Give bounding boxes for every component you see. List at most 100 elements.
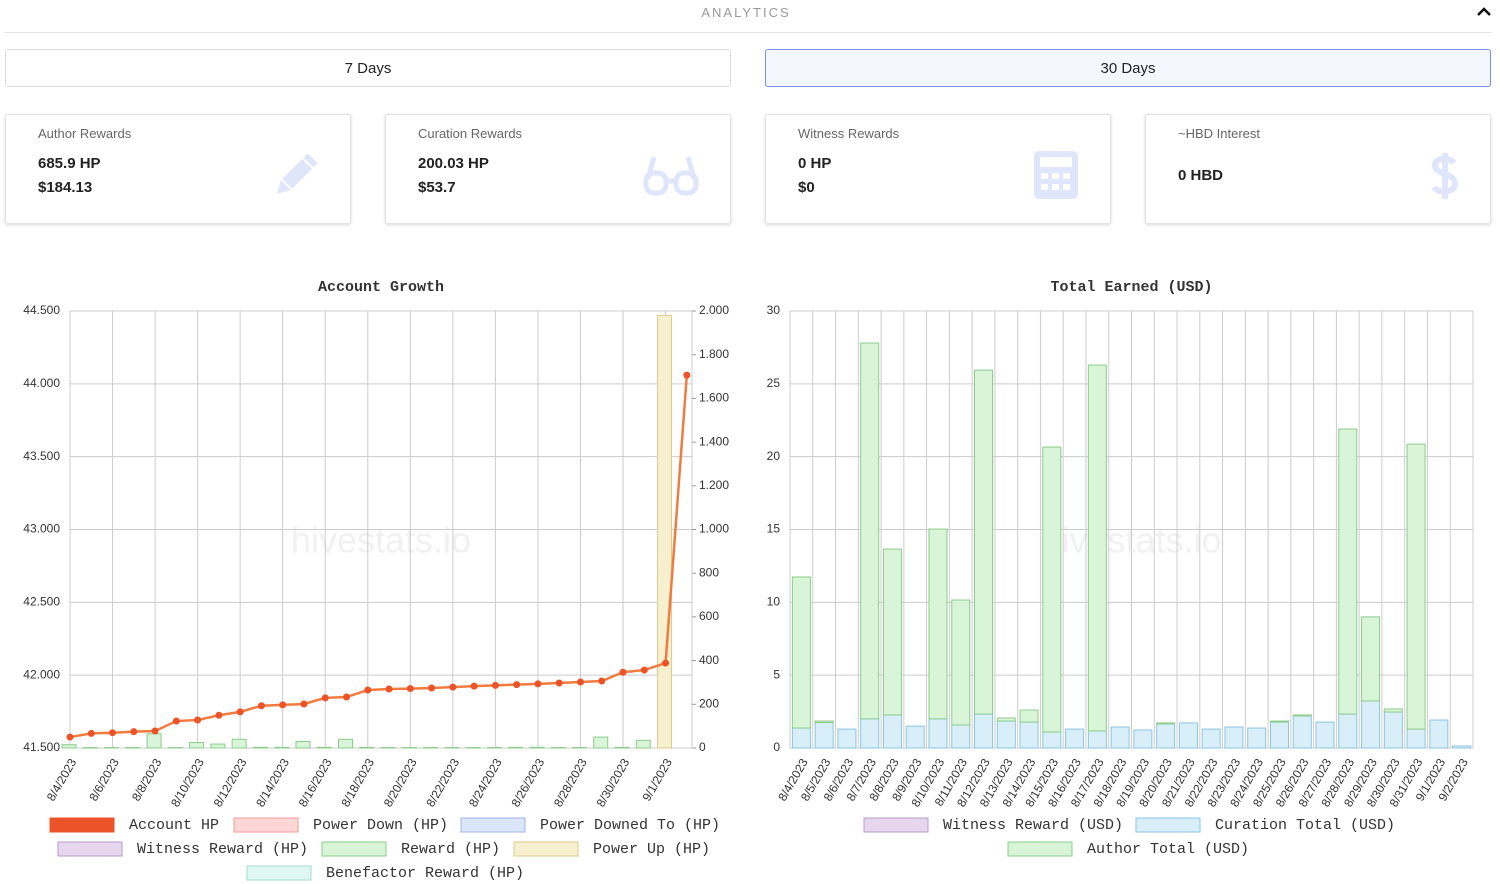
y2-tick-label: 1.200 (699, 478, 729, 492)
watermark: hivestats.io (291, 520, 471, 561)
bar (508, 746, 524, 749)
stat-card: Witness Rewards 0 HP $0 (765, 114, 1111, 224)
range-button[interactable]: 30 Days (765, 49, 1491, 87)
pencil-icon (277, 154, 317, 194)
bar-segment (860, 718, 880, 749)
x-tick-label: 8/16/2023 (296, 756, 335, 810)
legend-label: Account HP (129, 817, 219, 834)
stat-card: ~HBD Interest 0 HBD (1145, 114, 1491, 224)
bar-segment (1361, 700, 1381, 749)
legend-label: Power Downed To (HP) (540, 817, 720, 834)
bar-segment (860, 342, 880, 720)
legend-swatch (321, 841, 387, 857)
x-tick-label: 8/10/2023 (168, 756, 207, 810)
legend-swatch (1007, 841, 1073, 857)
point (598, 677, 606, 685)
point (300, 700, 308, 708)
card-label: Author Rewards (38, 126, 132, 141)
point (66, 733, 74, 741)
bar (274, 746, 290, 749)
chart-title: Total Earned (USD) (1050, 279, 1212, 296)
point (683, 371, 691, 379)
bar-segment (951, 599, 971, 726)
bar-segment (974, 369, 994, 715)
point (194, 716, 202, 724)
point (449, 683, 457, 691)
bar-segment (1315, 721, 1335, 749)
y-tick-label: 0 (773, 740, 780, 754)
legend-label: Witness Reward (USD) (943, 817, 1123, 834)
bar-segment (928, 528, 948, 720)
point (151, 727, 159, 735)
point (257, 702, 265, 710)
calculator-icon (1034, 151, 1078, 199)
y-tick-label: 5 (773, 667, 780, 681)
x-tick-label: 8/24/2023 (466, 756, 505, 810)
stat-card: Author Rewards 685.9 HP $184.13 (5, 114, 351, 224)
card-label: Witness Rewards (798, 126, 900, 141)
point (534, 680, 542, 688)
bar-segment (1042, 446, 1062, 733)
y-tick-label: 10 (767, 595, 781, 609)
legend-swatch (57, 841, 123, 857)
bar-segment (1429, 719, 1449, 749)
x-tick-label: 8/12/2023 (211, 756, 250, 810)
y-tick-label: 44.500 (23, 303, 60, 317)
card-label: Curation Rewards (418, 126, 523, 141)
card-value: $184.13 (38, 179, 93, 196)
bar (295, 740, 311, 749)
y-tick-label: 20 (767, 449, 781, 463)
point (640, 666, 648, 674)
bar-segment (882, 714, 902, 749)
y2-tick-label: 200 (699, 696, 719, 710)
glasses-icon (643, 156, 699, 196)
bar-segment (1065, 728, 1085, 749)
x-tick-label: 8/6/2023 (86, 756, 122, 804)
y2-tick-label: 1.400 (699, 434, 729, 448)
bar-segment (1087, 730, 1107, 749)
point (470, 682, 478, 690)
y2-tick-label: 1.600 (699, 391, 729, 405)
point (236, 708, 244, 716)
bar-segment (791, 727, 811, 749)
x-tick-label: 8/14/2023 (253, 756, 292, 810)
y2-tick-label: 1.000 (699, 522, 729, 536)
legend-swatch (460, 817, 526, 833)
card-value: 200.03 HP (418, 155, 489, 172)
stat-card: Curation Rewards 200.03 HP $53.7 (385, 114, 731, 224)
y2-tick-label: 400 (699, 653, 719, 667)
y-tick-label: 44.000 (23, 376, 60, 390)
y-tick-label: 42.500 (23, 595, 60, 609)
point (343, 693, 351, 701)
legend-swatch (863, 817, 929, 833)
bar (635, 739, 651, 749)
bar-segment (837, 728, 857, 749)
bar (210, 743, 226, 749)
y-tick-label: 15 (767, 522, 781, 536)
point (109, 729, 117, 737)
bar (189, 742, 205, 749)
range-button[interactable]: 7 Days (5, 49, 731, 87)
point (576, 678, 584, 686)
point (513, 681, 521, 689)
legend-label: Power Up (HP) (593, 841, 710, 858)
point (491, 681, 499, 689)
x-tick-label: 8/20/2023 (381, 756, 420, 810)
bar (593, 736, 609, 749)
bar-segment (1019, 721, 1039, 749)
point (364, 686, 372, 694)
point (406, 685, 414, 693)
bar-segment (974, 713, 994, 749)
point (130, 728, 138, 736)
y-tick-label: 25 (767, 376, 781, 390)
bar (252, 746, 268, 749)
legend-label: Benefactor Reward (HP) (326, 865, 524, 882)
y-tick-label: 30 (767, 303, 781, 317)
collapse-icon[interactable] (1476, 4, 1492, 20)
bar-segment (1292, 715, 1312, 749)
section-title: ANALYTICS (701, 5, 791, 20)
y2-tick-label: 2.000 (699, 303, 729, 317)
bar-segment (1383, 711, 1403, 749)
bar-segment (1383, 708, 1403, 713)
